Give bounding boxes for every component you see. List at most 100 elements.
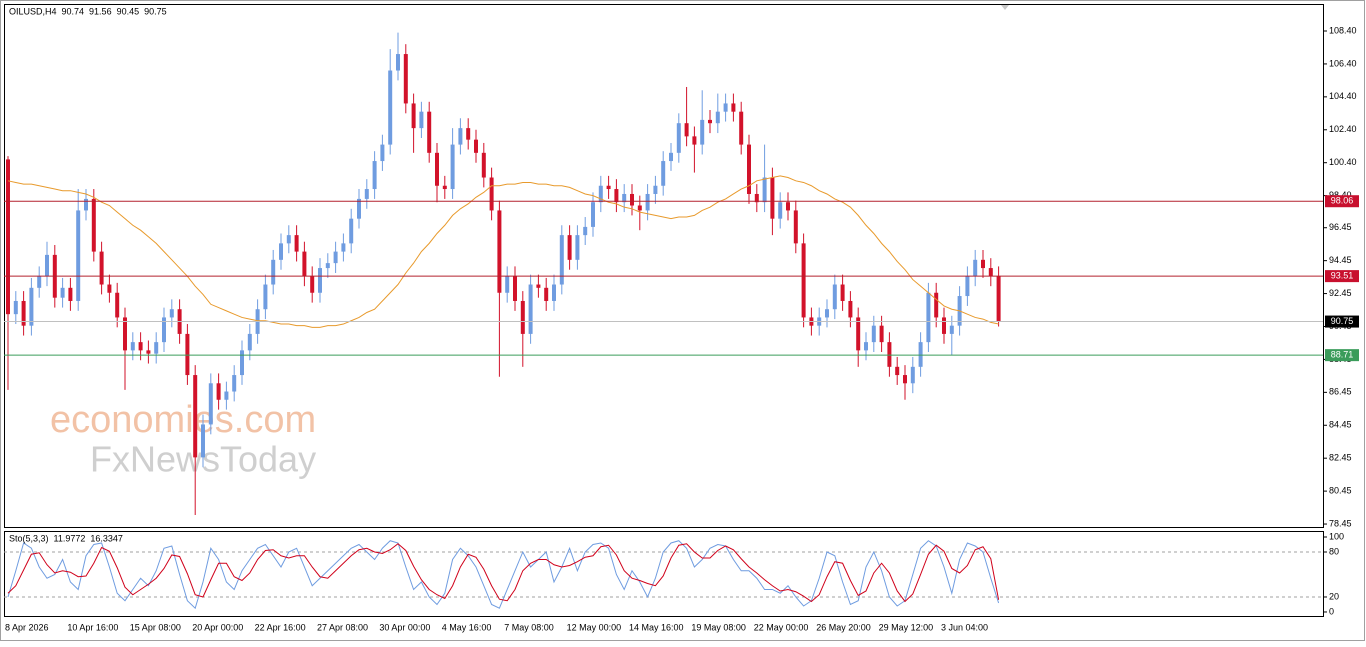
candle-body [115, 292, 120, 318]
candle-body [21, 300, 26, 326]
candle-body [232, 375, 237, 392]
candle-body [653, 185, 658, 194]
candle-body [411, 103, 416, 129]
candle-body [185, 333, 190, 376]
x-tick-label: 3 Jun 04:00 [941, 622, 988, 632]
candle-body [279, 243, 283, 260]
candle-body [372, 161, 377, 190]
candle-body [13, 300, 18, 315]
candle-body [427, 111, 432, 153]
candle-body [247, 333, 252, 351]
candle-body [201, 424, 205, 458]
x-tick-label: 15 Apr 08:00 [130, 622, 181, 632]
header-text: 11.9772 [54, 533, 86, 543]
header-text: 91.56 [89, 6, 112, 16]
candle-body [466, 128, 471, 140]
x-tick-label: 29 May 12:00 [879, 622, 934, 632]
y-tick-label: 108.40 [1329, 25, 1357, 35]
candle-body [68, 287, 73, 301]
candle-body [528, 284, 533, 334]
y-tick-label: 80.45 [1329, 485, 1352, 495]
candle-body [138, 342, 143, 351]
candle-body [380, 144, 385, 162]
candle-body [442, 185, 447, 190]
level-label-box [1325, 195, 1359, 208]
level-label: 98.06 [1331, 196, 1354, 206]
level-label: 93.51 [1331, 270, 1354, 280]
level-label: 90.75 [1331, 316, 1354, 326]
candle-body [754, 193, 759, 203]
candle-body [903, 375, 907, 384]
level-label-box [1325, 270, 1359, 283]
candle-body [840, 284, 845, 301]
candle-body [918, 342, 923, 367]
oscillator-line [7, 540, 1000, 610]
candle-body [981, 259, 985, 269]
y-tick-label: 0 [1329, 606, 1334, 616]
header-text: 90.75 [144, 6, 167, 16]
candle-body [832, 284, 837, 310]
candle-body [333, 251, 338, 264]
candle-body [513, 276, 517, 301]
candle-body [130, 342, 135, 351]
candle-body [708, 119, 712, 124]
x-tick-label: 14 May 16:00 [629, 622, 684, 632]
candle-body [37, 276, 42, 288]
candle-body [263, 284, 268, 310]
moving-average [7, 175, 999, 328]
candle-body [614, 189, 619, 203]
candle-body [91, 198, 96, 252]
candle-body [996, 276, 1001, 322]
y-tick-label: 102.40 [1329, 124, 1357, 134]
candle-body [107, 284, 112, 293]
candle-body [99, 251, 104, 285]
candle-body [489, 177, 494, 211]
candle-body [848, 300, 853, 318]
shift-marker [1001, 5, 1009, 10]
header-text: 16.3347 [90, 533, 123, 543]
candle-body [286, 235, 291, 244]
candle-body [747, 144, 751, 194]
level-label: 88.71 [1331, 350, 1354, 360]
level-label-box [1325, 315, 1359, 328]
y-tick-label: 100 [1329, 531, 1344, 541]
candle-body [224, 391, 229, 400]
candle-body [871, 325, 876, 343]
y-tick-label: 94.45 [1329, 255, 1352, 265]
candle-body [169, 309, 174, 318]
y-tick-label: 98.40 [1329, 190, 1352, 200]
y-tick-label: 84.45 [1329, 420, 1352, 430]
x-tick-label: 20 Apr 00:00 [192, 622, 243, 632]
header-text: 90.74 [62, 6, 85, 16]
candle-body [84, 198, 88, 211]
x-tick-label: 22 Apr 16:00 [255, 622, 306, 632]
candle-body [645, 193, 650, 211]
x-tick-label: 8 Apr 2026 [5, 622, 49, 632]
candle-body [567, 235, 572, 260]
candle-body [6, 159, 10, 315]
x-tick-label: 27 Apr 08:00 [317, 622, 368, 632]
oscillator-line [7, 543, 1000, 603]
candle-body [458, 128, 463, 145]
candle-body [864, 342, 868, 351]
y-tick-label: 106.40 [1329, 58, 1357, 68]
candle-body [60, 287, 65, 298]
candle-body [988, 268, 993, 277]
y-tick-label: 20 [1329, 591, 1339, 601]
candle-body [310, 276, 315, 293]
candle-body [684, 123, 689, 137]
x-tick-label: 4 May 16:00 [442, 622, 492, 632]
candle-body [294, 235, 299, 252]
candle-body [146, 350, 151, 354]
candle-body [934, 292, 939, 318]
candle-body [45, 254, 49, 277]
candle-body [910, 366, 915, 384]
candle-body [240, 350, 244, 376]
candle-body [154, 342, 159, 354]
candle-body [357, 198, 361, 219]
candle-body [474, 139, 478, 153]
candle-body [435, 152, 439, 186]
candle-body [973, 259, 978, 277]
